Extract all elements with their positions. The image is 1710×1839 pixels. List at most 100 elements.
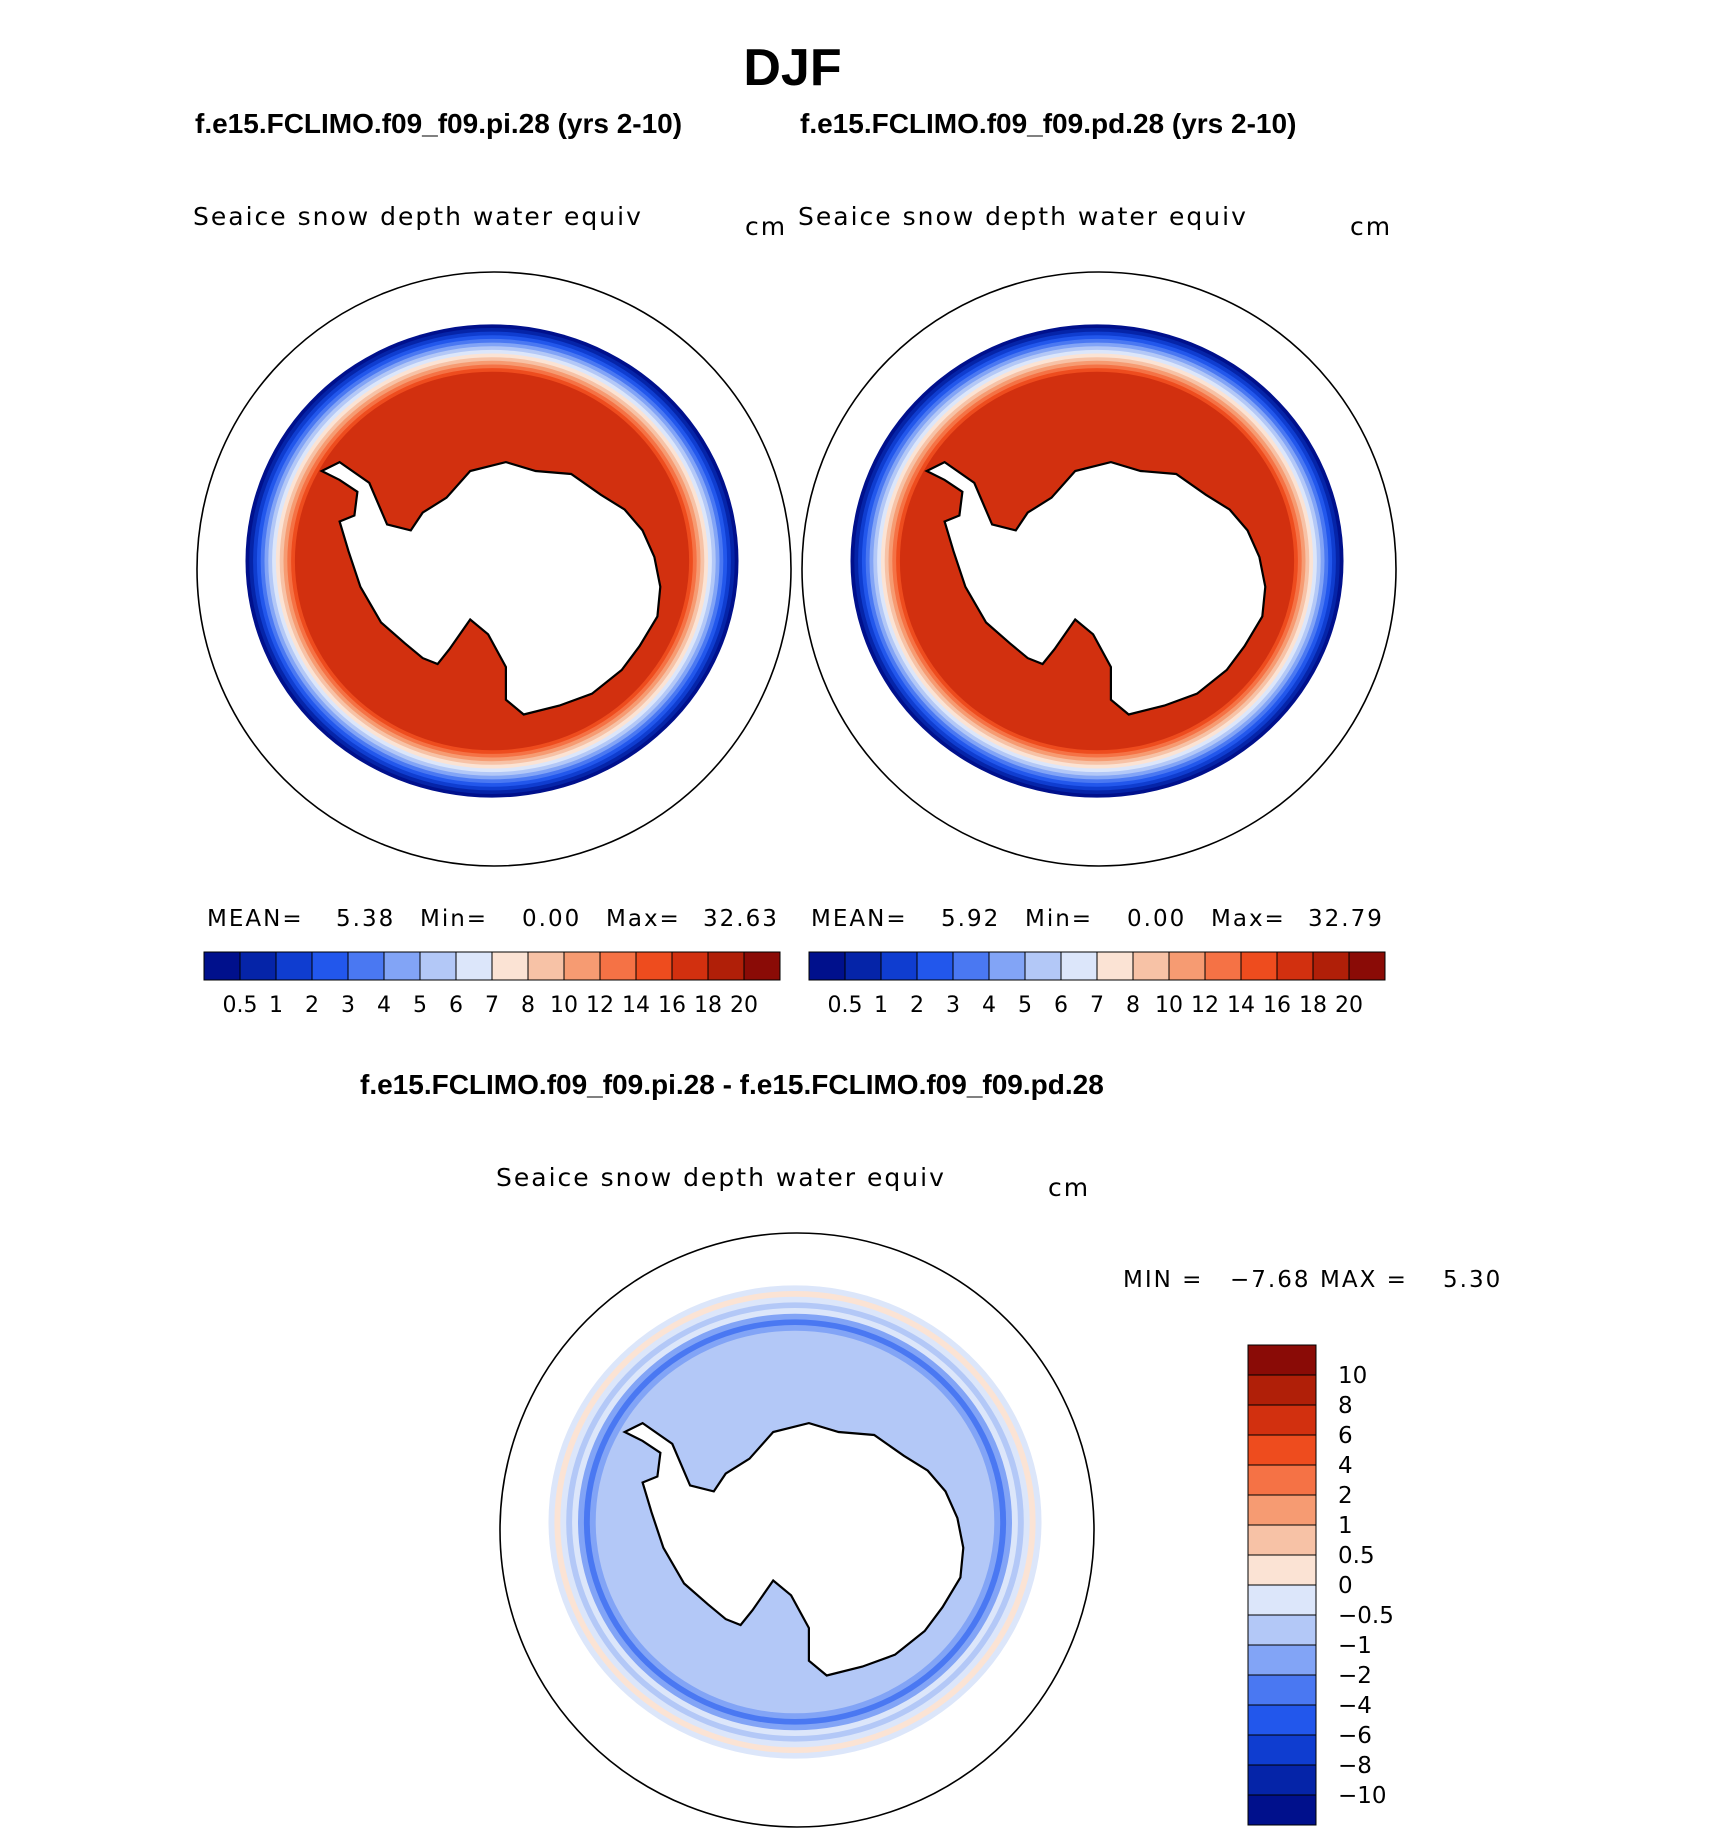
colorbar-box xyxy=(1247,1464,1317,1496)
colorbar-box xyxy=(563,951,601,981)
colorbar-tick-label: 1 xyxy=(269,993,283,1018)
min-value: 0.00 xyxy=(1127,906,1187,932)
colorbar-tick-label: 5 xyxy=(413,993,427,1018)
colorbar-box xyxy=(1247,1644,1317,1676)
colorbar-tick-label: −4 xyxy=(1338,1693,1372,1719)
colorbar-tick-label: 20 xyxy=(1335,993,1363,1018)
colorbar-tick-label: 5 xyxy=(1018,993,1032,1018)
colorbar-tick-label: 0.5 xyxy=(828,993,863,1018)
colorbar-box xyxy=(275,951,313,981)
max-label: Max= xyxy=(1211,906,1286,932)
diff-title: f.e15.FCLIMO.f09_f09.pi.28 - f.e15.FCLIM… xyxy=(360,1069,1104,1100)
colorbar-tick-label: 16 xyxy=(1263,993,1291,1018)
colorbar-box xyxy=(1024,951,1062,981)
colorbar-tick-label: 2 xyxy=(910,993,924,1018)
colorbar-pd: 0.5 1 2 3 4 5 6 7 8 10 12 14 16 18 20 xyxy=(808,951,1386,1018)
colorbar-tick-label: −1 xyxy=(1338,1633,1372,1659)
colorbar-tick-label: 16 xyxy=(658,993,686,1018)
colorbar-tick-label: 6 xyxy=(1338,1423,1353,1449)
max-label: MAX = xyxy=(1320,1267,1408,1293)
colorbar-box xyxy=(880,951,918,981)
colorbar-tick-label: −10 xyxy=(1338,1783,1387,1809)
colorbar-box xyxy=(916,951,954,981)
min-label: Min= xyxy=(420,906,489,932)
colorbar-tick-label: 18 xyxy=(1299,993,1327,1018)
max-label: Max= xyxy=(606,906,681,932)
colorbar-pi: 0.5 1 2 3 4 5 6 7 8 10 12 14 16 18 20 xyxy=(203,951,781,1018)
max-value: 32.79 xyxy=(1308,906,1384,932)
colorbar-diff: 10 8 6 4 2 1 0.5 0 −0.5 −1 −2 −4 −6 −8 −10 xyxy=(1247,1344,1394,1826)
colorbar-box xyxy=(1312,951,1350,981)
colorbar-box xyxy=(844,951,882,981)
colorbar-box xyxy=(1348,951,1386,981)
colorbar-tick-label: 4 xyxy=(377,993,391,1018)
colorbar-box xyxy=(1247,1704,1317,1736)
colorbar-tick-label: −0.5 xyxy=(1338,1603,1394,1629)
colorbar-tick-label: −8 xyxy=(1338,1753,1372,1779)
colorbar-box xyxy=(1204,951,1242,981)
mean-label: MEAN= xyxy=(207,906,304,932)
colorbar-tick-label: −6 xyxy=(1338,1723,1372,1749)
map-panel-pd xyxy=(801,271,1397,867)
colorbar-box xyxy=(1276,951,1314,981)
colorbar-tick-label: −2 xyxy=(1338,1663,1372,1689)
colorbar-box xyxy=(1247,1494,1317,1526)
colorbar-box xyxy=(1247,1674,1317,1706)
colorbar-box xyxy=(1096,951,1134,981)
map-boundary xyxy=(499,1232,1095,1828)
colorbar-box xyxy=(383,951,421,981)
colorbar-box xyxy=(1132,951,1170,981)
colorbar-tick-label: 10 xyxy=(1338,1363,1367,1389)
map-panel-diff xyxy=(499,1232,1095,1828)
map-boundary xyxy=(196,271,792,867)
colorbar-box xyxy=(1247,1794,1317,1826)
antarctica-coastline xyxy=(622,1421,965,1677)
mean-value: 5.92 xyxy=(941,906,1001,932)
colorbar-tick-label: 3 xyxy=(946,993,960,1018)
colorbar-box xyxy=(743,951,781,981)
mean-value: 5.38 xyxy=(336,906,396,932)
antarctica-coastline xyxy=(319,460,662,716)
colorbar-box xyxy=(1060,951,1098,981)
case-title-pd: f.e15.FCLIMO.f09_f09.pd.28 (yrs 2-10) xyxy=(800,108,1297,139)
colorbar-tick-label: 1 xyxy=(1338,1513,1353,1539)
colorbar-tick-label: 6 xyxy=(449,993,463,1018)
colorbar-tick-label: 8 xyxy=(1338,1393,1353,1419)
antarctica-coastline xyxy=(924,460,1267,716)
colorbar-box xyxy=(347,951,385,981)
colorbar-box xyxy=(988,951,1026,981)
colorbar-box xyxy=(491,951,529,981)
colorbar-tick-label: 2 xyxy=(305,993,319,1018)
colorbar-tick-label: 14 xyxy=(622,993,650,1018)
colorbar-tick-label: 4 xyxy=(982,993,996,1018)
variable-label-pi: Seaice snow depth water equiv xyxy=(193,202,643,231)
colorbar-box xyxy=(1247,1734,1317,1766)
colorbar-tick-label: 4 xyxy=(1338,1453,1353,1479)
min-value: −7.68 xyxy=(1230,1267,1311,1293)
colorbar-tick-label: 20 xyxy=(730,993,758,1018)
case-title-pi: f.e15.FCLIMO.f09_f09.pi.28 (yrs 2-10) xyxy=(195,108,683,139)
colorbar-box xyxy=(707,951,745,981)
colorbar-tick-label: 14 xyxy=(1227,993,1255,1018)
colorbar-box xyxy=(1247,1434,1317,1466)
map-panel-pi xyxy=(196,271,792,867)
colorbar-tick-label: 8 xyxy=(1126,993,1140,1018)
colorbar-tick-label: 18 xyxy=(694,993,722,1018)
max-value: 32.63 xyxy=(703,906,779,932)
colorbar-box xyxy=(599,951,637,981)
colorbar-box xyxy=(1247,1374,1317,1406)
colorbar-tick-label: 1 xyxy=(874,993,888,1018)
colorbar-box xyxy=(671,951,709,981)
colorbar-box xyxy=(203,951,241,981)
colorbar-tick-label: 12 xyxy=(1191,993,1219,1018)
colorbar-box xyxy=(1247,1554,1317,1586)
max-value: 5.30 xyxy=(1443,1267,1503,1293)
colorbar-box xyxy=(1168,951,1206,981)
units-label-pi: cm xyxy=(745,212,788,241)
colorbar-box xyxy=(952,951,990,981)
colorbar-box xyxy=(239,951,277,981)
colorbar-box xyxy=(808,951,846,981)
colorbar-tick-label: 2 xyxy=(1338,1483,1353,1509)
min-value: 0.00 xyxy=(522,906,582,932)
